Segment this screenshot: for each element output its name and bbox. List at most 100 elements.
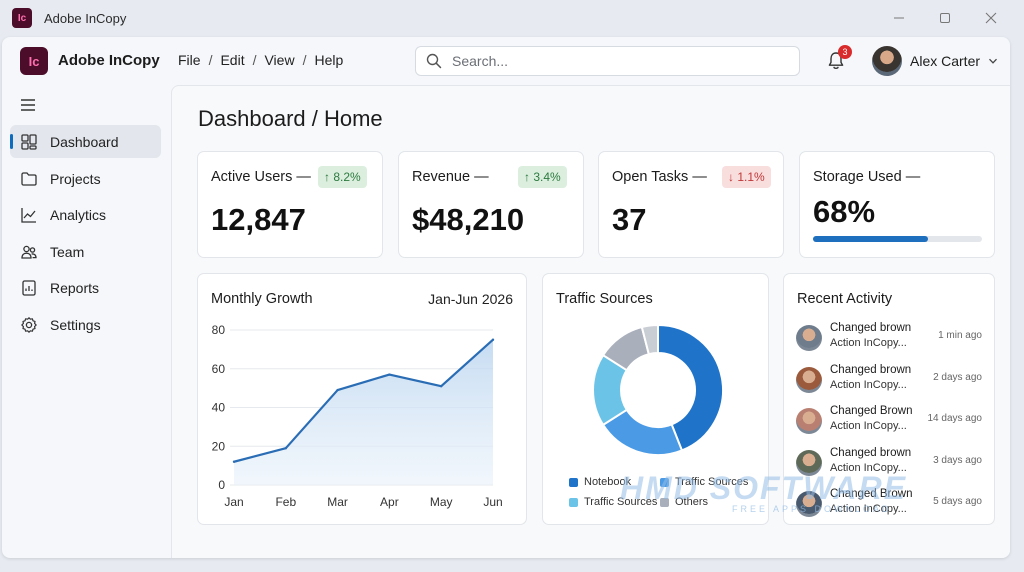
activity-time: 2 days ago bbox=[933, 371, 982, 383]
sidebar-item-label: Reports bbox=[50, 279, 100, 296]
legend-item: Others bbox=[660, 496, 708, 508]
data-point bbox=[388, 373, 391, 376]
activity-subtitle: Action InCopy... bbox=[830, 378, 907, 391]
y-tick-label: 0 bbox=[218, 478, 225, 492]
minimize-button[interactable] bbox=[876, 0, 922, 36]
x-tick-label: Feb bbox=[275, 495, 296, 509]
recent-activity-card: Recent Activity Changed brown Action InCo… bbox=[783, 273, 995, 525]
team-icon bbox=[21, 245, 37, 259]
activity-item[interactable]: Changed brown Action InCopy... 1 min ago bbox=[796, 321, 982, 357]
sidebar-item-label: Dashboard bbox=[50, 133, 119, 150]
legend-label: Notebook bbox=[584, 476, 632, 488]
app-logo-icon: Ic bbox=[20, 47, 48, 75]
dashboard-icon bbox=[21, 133, 37, 150]
close-button[interactable] bbox=[968, 0, 1014, 36]
legend-item: Notebook bbox=[569, 476, 631, 488]
y-tick-label: 60 bbox=[212, 362, 226, 376]
maximize-button[interactable] bbox=[922, 0, 968, 36]
app-logo-icon: Ic bbox=[12, 8, 32, 28]
kpi-value: $48,210 bbox=[412, 202, 525, 237]
menu-file[interactable]: File bbox=[178, 52, 201, 68]
minimize-icon bbox=[894, 17, 904, 19]
activity-title: Changed brown bbox=[830, 363, 912, 376]
menu-help[interactable]: Help bbox=[314, 52, 344, 68]
data-point bbox=[440, 384, 443, 388]
activity-time: 5 days ago bbox=[933, 496, 982, 507]
legend-swatch bbox=[660, 497, 669, 507]
kpi-card-active-users: Active Users — ↑ 8.2% 12,847 bbox=[197, 151, 383, 258]
notification-badge: 3 bbox=[838, 45, 852, 59]
activity-title: Changed Brown bbox=[830, 405, 913, 417]
data-point bbox=[232, 460, 236, 463]
search-input[interactable] bbox=[452, 53, 772, 69]
sidebar-item-label: Projects bbox=[50, 170, 101, 187]
legend-swatch bbox=[569, 497, 578, 507]
main-content: Dashboard / Home Active Users — ↑ 8.2% 1… bbox=[171, 85, 1010, 558]
app-header: Ic Adobe InCopy File / Edit / View / Hel… bbox=[2, 37, 1010, 85]
x-tick-label: May bbox=[430, 495, 453, 509]
menu-separator: / bbox=[208, 52, 213, 68]
avatar bbox=[796, 491, 822, 517]
data-point bbox=[284, 446, 287, 450]
user-menu[interactable]: Alex Carter bbox=[872, 46, 998, 76]
app-name: Adobe InCopy bbox=[58, 52, 160, 69]
legend-label: Others bbox=[675, 496, 709, 508]
activity-title: Changed brown bbox=[830, 322, 912, 334]
window-controls bbox=[876, 0, 1014, 36]
hamburger-icon[interactable] bbox=[20, 98, 36, 112]
kpi-value: 68% bbox=[813, 194, 876, 229]
kpi-delta-badge: ↑ 8.2% bbox=[318, 166, 367, 188]
menu-separator: / bbox=[252, 52, 257, 68]
kpi-delta-badge: ↓ 1.1% bbox=[722, 166, 771, 188]
page-title: Dashboard / Home bbox=[198, 106, 383, 131]
legend-swatch bbox=[660, 477, 669, 487]
search-box[interactable] bbox=[415, 46, 800, 76]
activity-item[interactable]: Changed brown Action InCopy... 2 days ago bbox=[796, 363, 982, 399]
activity-subtitle: Action InCopy... bbox=[830, 503, 907, 515]
report-icon bbox=[22, 279, 36, 296]
menu-edit[interactable]: Edit bbox=[220, 52, 245, 68]
kpi-title: Open Tasks — bbox=[612, 169, 707, 185]
traffic-sources-donut-chart bbox=[592, 323, 724, 456]
card-title: Monthly Growth bbox=[211, 291, 313, 307]
activity-title: Changed Brown bbox=[830, 488, 913, 500]
sidebar-item-projects[interactable]: Projects bbox=[10, 162, 161, 195]
kpi-title: Active Users — bbox=[211, 169, 311, 185]
card-title: Traffic Sources bbox=[556, 291, 653, 307]
x-tick-label: Apr bbox=[380, 495, 399, 509]
activity-item[interactable]: Changed Brown Action InCopy... 5 days ago bbox=[796, 487, 982, 523]
activity-item[interactable]: Changed Brown Action InCopy... 14 days ago bbox=[796, 404, 982, 440]
sidebar-item-label: Team bbox=[50, 243, 85, 260]
menu-view[interactable]: View bbox=[264, 52, 295, 68]
menu-separator: / bbox=[302, 52, 307, 68]
activity-subtitle: Action InCopy... bbox=[830, 420, 907, 432]
activity-subtitle: Action InCopy... bbox=[830, 337, 907, 349]
sidebar-item-reports[interactable]: Reports bbox=[10, 271, 161, 304]
sidebar-item-analytics[interactable]: Analytics bbox=[10, 198, 161, 231]
legend-swatch bbox=[569, 477, 578, 487]
area-fill bbox=[234, 339, 493, 485]
y-tick-label: 80 bbox=[212, 323, 226, 337]
window-title: Adobe InCopy bbox=[44, 10, 127, 26]
kpi-card-open-tasks: Open Tasks — ↓ 1.1% 37 bbox=[598, 151, 784, 258]
search-icon bbox=[426, 53, 442, 69]
donut-slice bbox=[657, 323, 724, 452]
gear-icon bbox=[21, 316, 37, 333]
data-point bbox=[336, 388, 339, 392]
traffic-sources-card: Traffic Sources Notebook Traffic Sources… bbox=[542, 273, 769, 525]
sidebar-item-settings[interactable]: Settings bbox=[10, 308, 161, 341]
activity-time: 3 days ago bbox=[933, 454, 982, 466]
sidebar-item-team[interactable]: Team bbox=[10, 235, 161, 268]
data-point bbox=[491, 338, 495, 341]
maximize-icon bbox=[940, 13, 950, 23]
activity-item[interactable]: Changed brown Action InCopy... 3 days ago bbox=[796, 446, 982, 482]
kpi-value: 37 bbox=[612, 202, 647, 237]
x-tick-label: Jun bbox=[483, 495, 502, 509]
monthly-growth-chart: 0 20 40 60 80 Jan Feb Mar Apr May Jun bbox=[212, 323, 503, 509]
avatar bbox=[796, 449, 822, 476]
activity-title: Changed brown bbox=[830, 446, 912, 459]
kpi-title: Revenue — bbox=[412, 169, 489, 185]
sidebar-item-dashboard[interactable]: Dashboard bbox=[10, 125, 161, 158]
os-title-bar: Ic Adobe InCopy bbox=[0, 0, 1024, 36]
legend-label: Traffic Sources bbox=[675, 476, 749, 488]
